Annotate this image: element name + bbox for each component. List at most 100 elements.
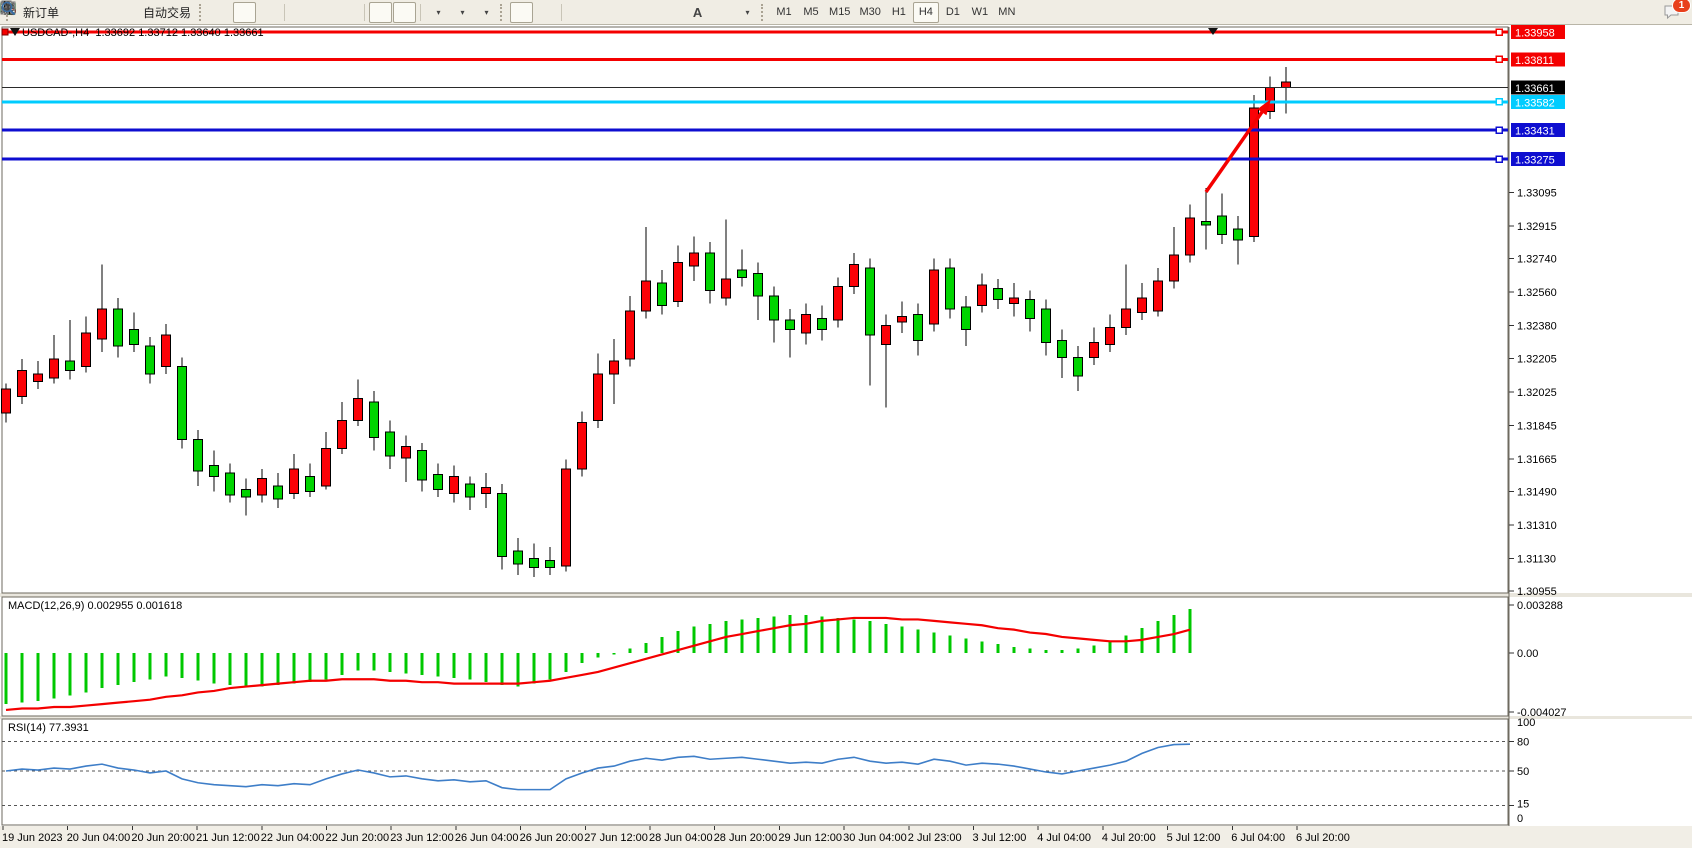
svg-text:1.33582: 1.33582 [1515, 97, 1555, 109]
candles [1, 66, 1291, 578]
price-axis-tick: 1.31665 [1517, 454, 1557, 466]
templates-button[interactable]: ▾ [0, 1, 496, 23]
auto-trading-button[interactable]: 自动交易 [0, 2, 195, 23]
time-axis-label: 28 Jun 20:00 [714, 832, 778, 844]
toolbar-separator [284, 3, 286, 21]
timeframe-M30[interactable]: M30 [859, 6, 881, 18]
price-axis-tick: 1.31845 [1517, 420, 1557, 432]
price-axis-tick: 1.32915 [1517, 221, 1557, 233]
price-tag-1.33582: 1.33582 [1511, 94, 1565, 109]
auto-scroll-button[interactable] [1, 1, 393, 23]
line-chart-button[interactable] [1, 2, 280, 23]
rsi-axis-label: 50 [1517, 766, 1529, 778]
notification-badge: 1 [1672, 0, 1691, 13]
market-watch-button[interactable] [0, 1, 87, 23]
text-button[interactable]: A [686, 2, 709, 23]
horizontal-line-button[interactable] [2, 2, 613, 23]
time-axis-label: 6 Jul 20:00 [1296, 832, 1350, 844]
timeframe-M1[interactable]: M1 [776, 6, 792, 18]
rsi-axis-label: 80 [1517, 737, 1529, 749]
rsi-line [5, 743, 1191, 791]
svg-text:T: T [6, 3, 12, 13]
price-tag-1.33275: 1.33275 [1511, 152, 1565, 167]
hline-anchor-icon [10, 28, 20, 36]
time-axis-label: 19 Jun 2023 [2, 832, 63, 844]
price-pane [1, 26, 1509, 594]
timeframe-M5[interactable]: M5 [803, 6, 819, 18]
hline-1.33958[interactable] [2, 28, 1508, 36]
hline-1.33582[interactable] [2, 98, 1508, 106]
new-order-button[interactable]: 新订单 [1, 0, 63, 23]
time-axis-label: 22 Jun 04:00 [261, 832, 325, 844]
bar-chart-button[interactable] [1, 2, 232, 23]
arrows-button[interactable]: ▾ [2, 2, 757, 23]
rsi-pane [1, 718, 1509, 826]
fibonacci-button[interactable]: F [2, 2, 685, 23]
svg-text:1.33958: 1.33958 [1515, 28, 1555, 40]
timeframe-H1[interactable]: H1 [891, 6, 906, 18]
dropdown-arrow-icon: ▾ [460, 7, 465, 17]
time-axis-label: 5 Jul 12:00 [1167, 832, 1221, 844]
timeframe-D1[interactable]: D1 [945, 6, 960, 18]
svg-text:1.33661: 1.33661 [1515, 83, 1555, 95]
timeframe-M15[interactable]: M15 [829, 6, 851, 18]
toolbar-separator [561, 3, 563, 21]
time-axis-label: 23 Jun 12:00 [390, 832, 454, 844]
publisher-button[interactable] [0, 1, 111, 23]
macd-signal-line [5, 616, 1191, 712]
svg-text:1.33431: 1.33431 [1515, 126, 1555, 138]
indicators-button[interactable]: ▾ [0, 2, 448, 23]
crosshair-button[interactable] [1, 1, 557, 23]
price-axis-tick: 1.31490 [1517, 486, 1557, 498]
chart-shift-button[interactable] [1, 1, 417, 23]
signal-button[interactable] [0, 1, 135, 23]
periods-button[interactable]: ▾ [1, 1, 472, 23]
price-axis-tick: 1.30955 [1517, 586, 1557, 598]
label-button[interactable]: T [1, 2, 733, 23]
zoom-in-button[interactable] [2, 2, 312, 23]
candlestick-chart-button[interactable] [2, 1, 257, 23]
price-axis-tick: 1.32205 [1517, 353, 1557, 365]
channel-button[interactable]: E [0, 2, 661, 23]
price-axis-tick: 1.31130 [1517, 553, 1556, 565]
new-order-label: 新订单 [23, 5, 60, 20]
rsi-axis-label: 15 [1517, 798, 1529, 810]
zoom-out-button[interactable] [2, 2, 336, 23]
time-axis-label: 30 Jun 04:00 [843, 832, 907, 844]
trendline-button[interactable] [1, 2, 637, 23]
time-axis-label: 22 Jun 20:00 [326, 832, 390, 844]
vertical-line-button[interactable] [7, 2, 589, 23]
search-button[interactable] [1, 1, 1658, 23]
price-axis-tick: 1.33095 [1517, 188, 1557, 200]
rsi-axis-label: 0 [1517, 813, 1523, 825]
notifications-button[interactable]: 1 [1662, 0, 1691, 23]
price-axis-tick: 1.32740 [1517, 254, 1557, 266]
hline-1.33811[interactable] [2, 55, 1508, 64]
price-axis-tick: 1.32560 [1517, 287, 1557, 299]
tile-windows-button[interactable] [0, 1, 360, 23]
time-axis-label: 26 Jun 04:00 [455, 832, 519, 844]
svg-text:1.33811: 1.33811 [1515, 55, 1554, 67]
main-toolbar: 新订单 自动交易 [0, 0, 1692, 25]
toolbar-separator [420, 3, 422, 21]
hline-left-handle[interactable] [1, 28, 9, 36]
time-axis-label: 26 Jun 20:00 [520, 832, 584, 844]
toolbar-grip [500, 3, 505, 21]
toolbar-grip [761, 3, 766, 21]
price-axis-tick: 1.32380 [1517, 321, 1557, 333]
time-axis-label: 2 Jul 23:00 [908, 832, 962, 844]
hline-1.33431[interactable] [2, 126, 1508, 134]
chart-shift-marker[interactable] [1208, 28, 1218, 35]
timeframe-W1[interactable]: W1 [971, 6, 989, 18]
price-axis-tick: 1.31310 [1517, 520, 1557, 532]
timeframe-H4[interactable]: H4 [912, 1, 939, 23]
trend-arrow[interactable] [1204, 99, 1271, 194]
hline-1.33275[interactable] [2, 155, 1508, 163]
price-tag-1.33431: 1.33431 [1511, 123, 1565, 138]
cursor-button[interactable] [4, 1, 534, 23]
timeframe-group: M1 M5 M15 M30 H1 H4 D1 W1 MN [771, 1, 1020, 23]
timeframe-MN[interactable]: MN [998, 6, 1016, 18]
time-axis-label: 27 Jun 12:00 [584, 832, 648, 844]
time-axis-label: 21 Jun 12:00 [196, 832, 260, 844]
